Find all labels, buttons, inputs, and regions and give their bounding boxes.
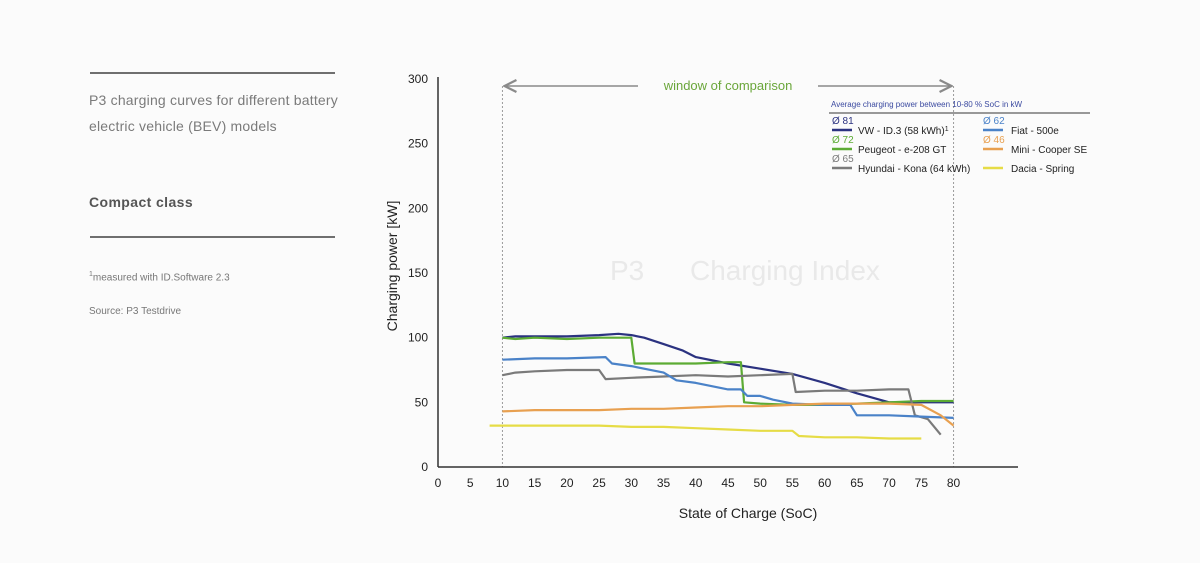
legend-label: VW - ID.3 (58 kWh)1 — [858, 126, 949, 138]
x-tick-label: 15 — [528, 476, 542, 490]
y-tick-label: 0 — [421, 460, 428, 474]
x-tick-label: 10 — [496, 476, 510, 490]
legend-entry: Dacia - Spring — [983, 164, 1074, 175]
legend-entries: Ø 81 VW - ID.3 (58 kWh)1 Ø 72 Peugeot - e-2… — [832, 116, 1087, 175]
legend-entry: Ø 72 Peugeot - e-208 GT — [832, 135, 946, 156]
x-tick-label: 45 — [721, 476, 735, 490]
y-axis-title: Charging power [kW] — [384, 201, 400, 332]
legend-label: Fiat - 500e — [1011, 126, 1059, 137]
series-line — [502, 368, 942, 436]
series-line — [489, 424, 922, 440]
legend-entry: Ø 46 Mini - Cooper SE — [983, 135, 1087, 156]
legend-title: Average charging power between 10-80 % S… — [831, 100, 1023, 109]
sidebar-source: Source: P3 Testdrive — [89, 306, 182, 317]
legend-entry: Ø 81 VW - ID.3 (58 kWh)1 — [832, 116, 949, 137]
window-of-comparison: window of comparison — [501, 78, 955, 467]
y-tick-label: 250 — [408, 137, 428, 151]
legend-footnote-mark: 1 — [945, 126, 949, 133]
y-tick-label: 200 — [408, 201, 428, 215]
x-tick-label: 55 — [786, 476, 800, 490]
x-tick-label: 60 — [818, 476, 832, 490]
legend-average: Ø 81 — [832, 116, 854, 127]
series-line — [502, 336, 954, 406]
legend-entry: Ø 65 Hyundai - Kona (64 kWh) — [832, 154, 970, 175]
x-tick-label: 20 — [560, 476, 574, 490]
footnote-text: measured with ID.Software 2.3 — [92, 272, 230, 284]
legend-label: Mini - Cooper SE — [1011, 145, 1087, 156]
x-axis-title: State of Charge (SoC) — [679, 505, 818, 521]
x-tick-label: 5 — [467, 476, 474, 490]
x-tick-label: 25 — [592, 476, 606, 490]
y-tick-label: 100 — [408, 331, 428, 345]
series-lines — [489, 332, 955, 440]
x-tick-label: 70 — [882, 476, 896, 490]
sidebar-top-rule — [90, 72, 335, 74]
legend-label: Dacia - Spring — [1011, 164, 1074, 175]
series-line — [502, 356, 954, 419]
x-tick-label: 80 — [947, 476, 961, 490]
legend: Average charging power between 10-80 % S… — [829, 100, 1090, 175]
x-tick-label: 65 — [850, 476, 864, 490]
x-tick-label: 30 — [625, 476, 639, 490]
legend-entry: Ø 62 Fiat - 500e — [983, 116, 1059, 137]
legend-average: Ø 72 — [832, 135, 854, 146]
y-tick-label: 150 — [408, 266, 428, 280]
legend-average: Ø 62 — [983, 116, 1005, 127]
legend-average: Ø 65 — [832, 154, 854, 165]
y-tick-labels: 0 50 100 150 200 250 300 — [408, 72, 428, 474]
watermark-text: Charging Index — [690, 255, 880, 286]
x-tick-labels: 0 5 10 15 20 25 30 35 40 45 50 55 60 65 70 75 80 — [435, 476, 961, 490]
sidebar-class-label: Compact class — [89, 194, 194, 210]
window-label: window of comparison — [663, 78, 793, 93]
sidebar-bottom-rule — [90, 236, 335, 238]
y-tick-label: 50 — [415, 395, 429, 409]
footnote-mark: 1 — [89, 271, 93, 278]
x-tick-label: 40 — [689, 476, 703, 490]
legend-label: Peugeot - e-208 GT — [858, 145, 946, 156]
x-tick-label: 0 — [435, 476, 442, 490]
legend-average: Ø 46 — [983, 135, 1005, 146]
y-tick-label: 300 — [408, 72, 428, 86]
series-line — [502, 332, 954, 404]
x-tick-label: 75 — [915, 476, 929, 490]
watermark: P3 Charging Index — [610, 255, 880, 286]
series-line — [502, 402, 955, 427]
x-tick-label: 50 — [754, 476, 768, 490]
legend-label: Hyundai - Kona (64 kWh) — [858, 164, 970, 175]
sidebar-footnote: 1measured with ID.Software 2.3 — [89, 271, 230, 283]
watermark-logo: P3 — [610, 255, 644, 286]
x-tick-label: 35 — [657, 476, 671, 490]
sidebar-description: P3 charging curves for different battery… — [89, 92, 338, 134]
